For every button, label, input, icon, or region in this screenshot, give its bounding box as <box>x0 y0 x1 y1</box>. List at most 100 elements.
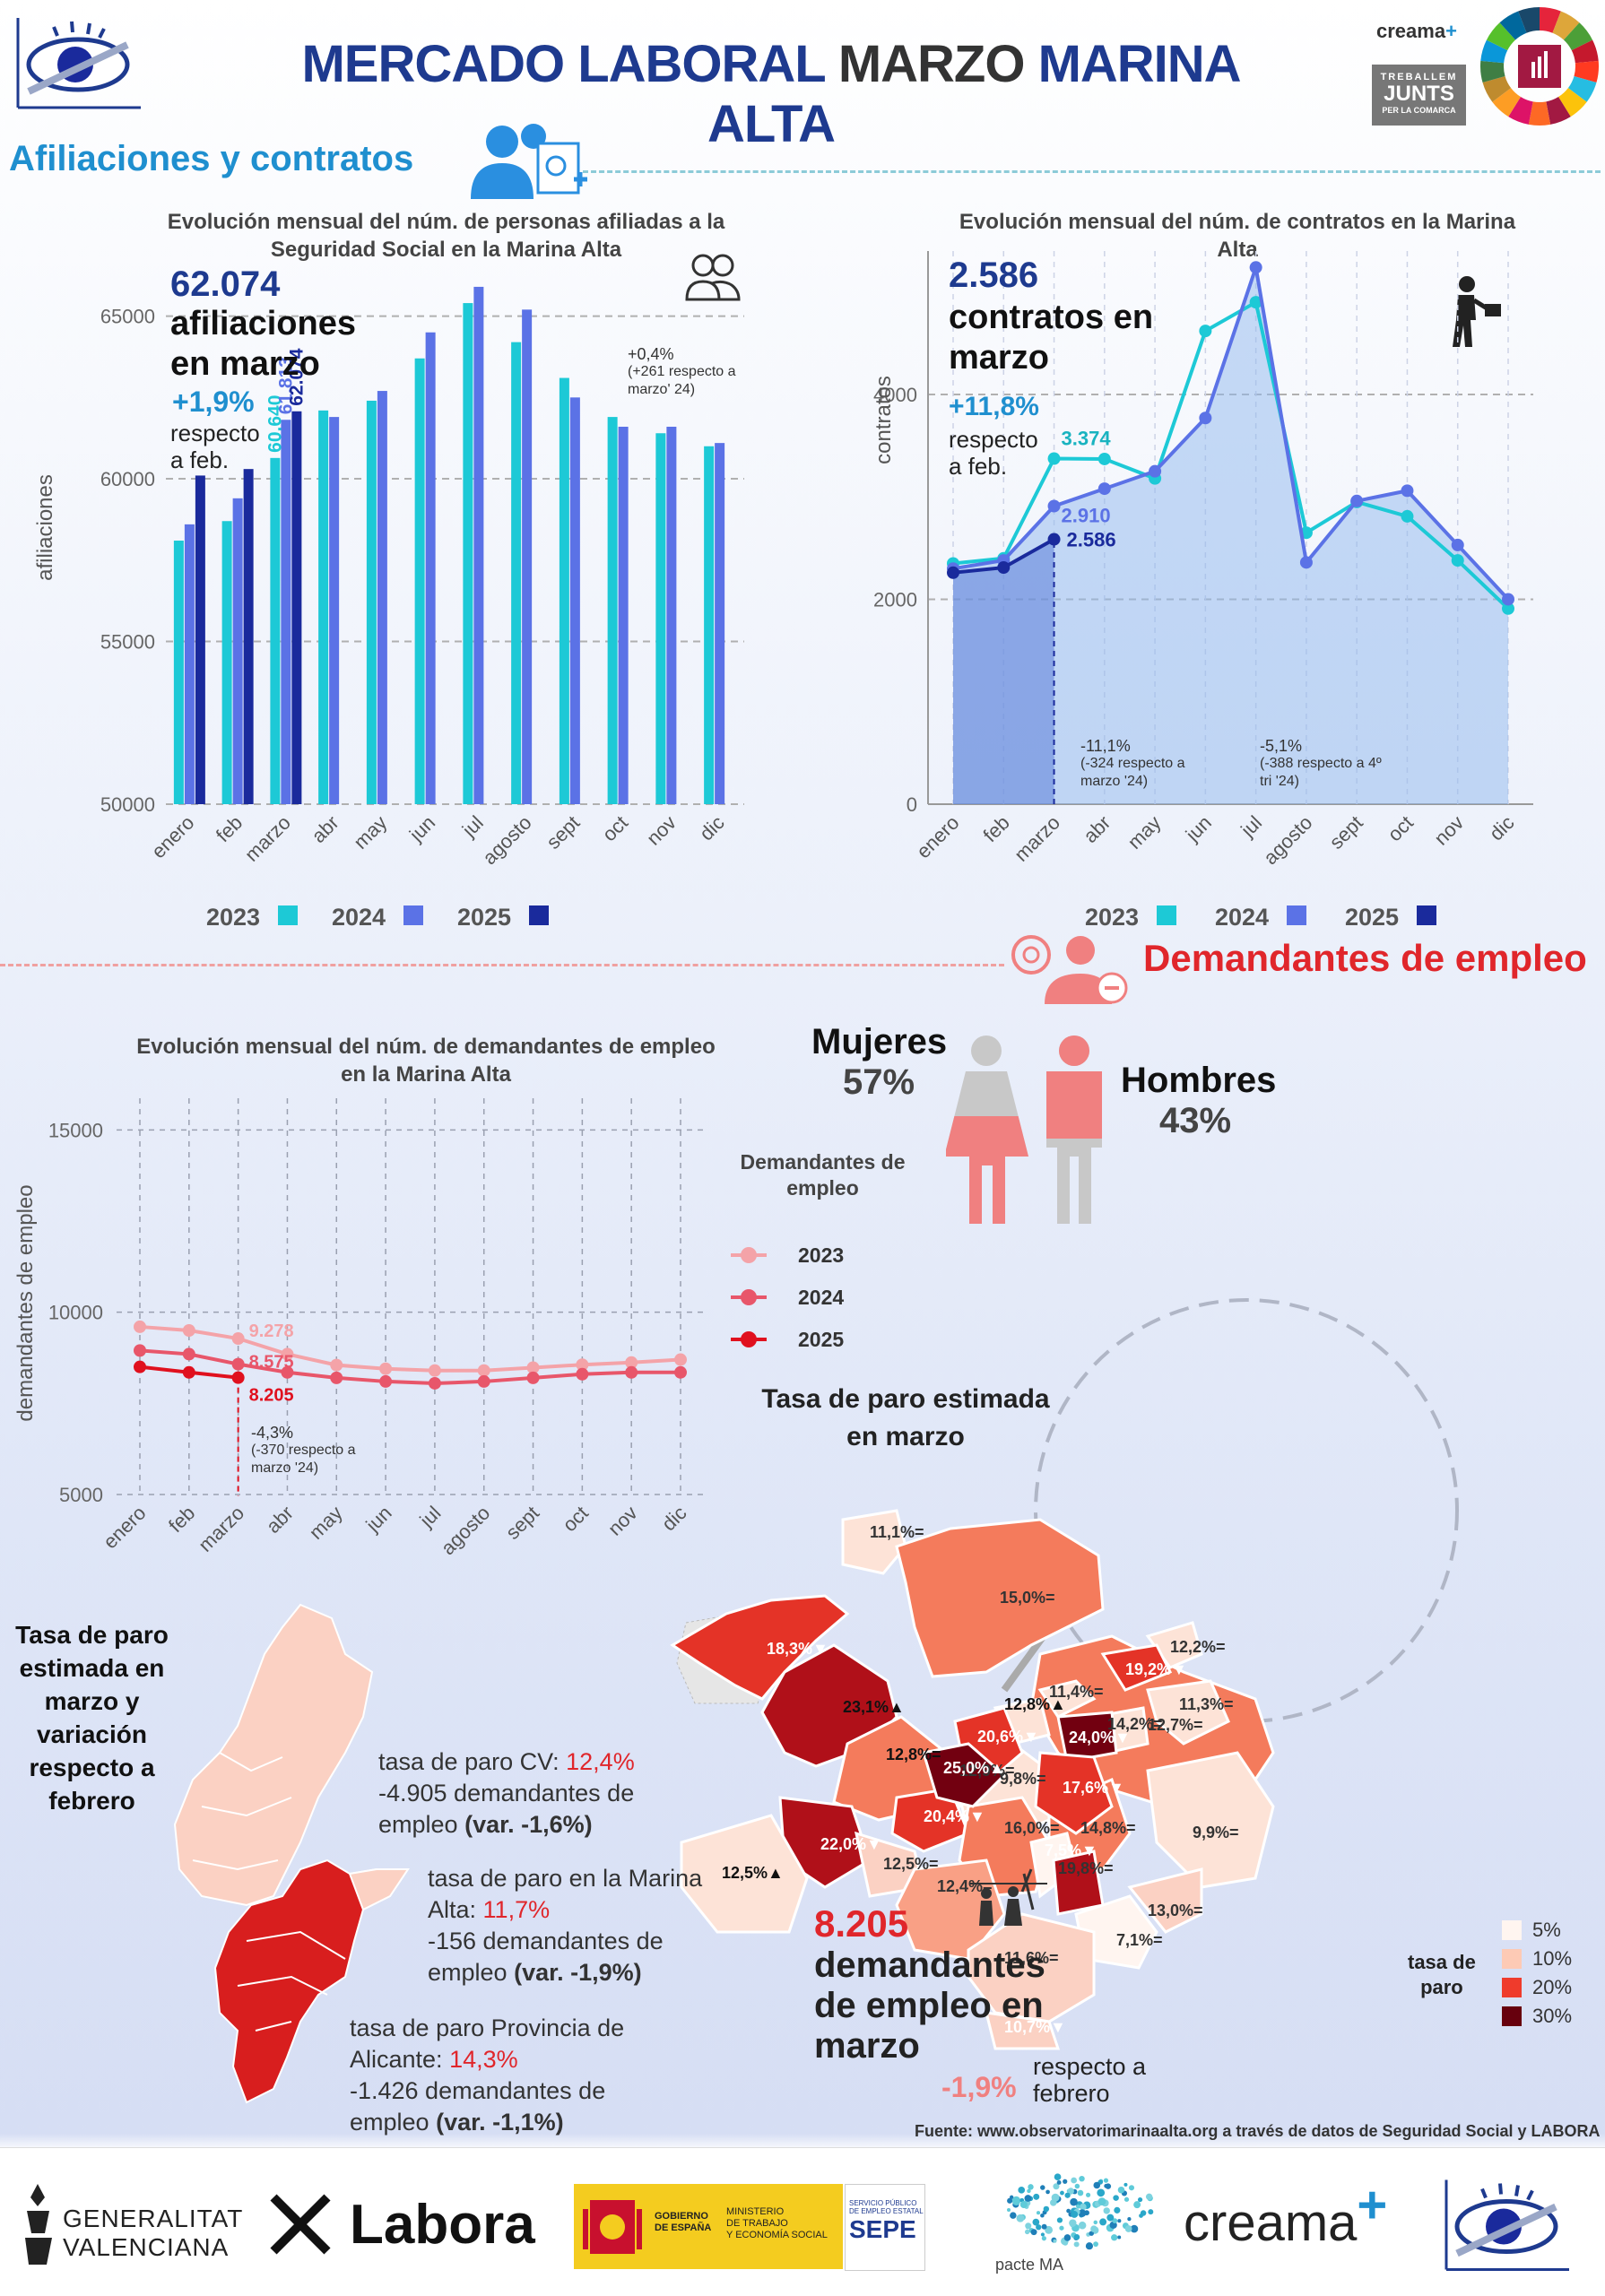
sdg-segment <box>1480 39 1508 64</box>
sdg-segment <box>1508 97 1533 125</box>
x-tick-label: jun <box>360 1502 395 1537</box>
pacte-dot <box>1064 2192 1071 2198</box>
pacte-dot <box>1103 2207 1110 2214</box>
afiliaciones-kpi-change-line2: a feb. <box>170 446 230 473</box>
y-axis-label: demandantes de empleo <box>13 1184 38 1421</box>
point-2024-feb <box>182 1347 195 1361</box>
total-demandantes-value: 8.205 <box>814 1902 909 1945</box>
contratos-kpi-change-line2: a feb. <box>949 453 1008 480</box>
pacte-dot <box>1093 2181 1101 2189</box>
municipality-25 <box>1146 1679 1230 1746</box>
legend-marker-2024 <box>741 1289 757 1305</box>
sdg-segment <box>1563 22 1593 51</box>
map-legend-item: 5% <box>1502 1916 1572 1945</box>
map-legend-label: 10% <box>1532 1947 1573 1970</box>
pacte-dot <box>1093 2220 1097 2225</box>
y-tick-label: 0 <box>907 793 917 816</box>
pacte-dot <box>1117 2219 1122 2223</box>
map-rate-label: 23,1%▲ <box>843 1698 905 1716</box>
point-2024-jun <box>379 1374 393 1388</box>
point-2024-nov <box>625 1365 638 1379</box>
legend-swatch-2023 <box>1157 905 1176 925</box>
pacte-dot <box>1043 2205 1050 2213</box>
municipality-29 <box>1056 1711 1118 1763</box>
map-rate-label: 19,8%= <box>1058 1859 1114 1877</box>
pacte-dot <box>1071 2210 1079 2218</box>
bar-2024-dic <box>715 443 725 804</box>
point-2023-nov <box>1451 554 1464 568</box>
section-divider-top <box>583 170 1601 173</box>
pacte-dot <box>1054 2173 1062 2181</box>
map-legend-label: 20% <box>1532 1976 1573 1998</box>
pacte-dot <box>1085 2242 1094 2250</box>
point-2025-enero <box>134 1360 146 1373</box>
point-2023-jul <box>428 1364 441 1377</box>
pacte-dot <box>1063 2179 1068 2184</box>
municipalities-map: 11,1%= 15,0%= 18,3%▼ 23,1%▲ 12,7%= 9,8%= 12,8%… <box>670 1298 1459 2050</box>
hombres-label: Hombres <box>1121 1061 1277 1100</box>
map-rate-label: 12,9%= <box>959 1762 1015 1780</box>
value-label-2024: 8.575 <box>249 1353 294 1373</box>
pacte-dot <box>1133 2201 1141 2209</box>
pacte-dot <box>1077 2189 1084 2196</box>
pacte-dot <box>1027 2188 1031 2194</box>
x-tick-label: feb <box>212 811 247 846</box>
x-tick-label: abr <box>262 1502 298 1538</box>
point-2025-enero <box>947 566 959 579</box>
x-tick-label: nov <box>1429 811 1468 850</box>
sdg-segment <box>1492 88 1521 117</box>
pacte-dot <box>1059 2225 1064 2231</box>
pacte-dot <box>1128 2185 1135 2191</box>
total-change-value: -1,9% <box>941 2071 1017 2103</box>
pacte-dot <box>1114 2206 1121 2214</box>
municipality-20 <box>967 1912 1096 2023</box>
gender-icons <box>944 1031 1116 1228</box>
footer: GENERALITAT VALENCIANA Labora GOBIERNO D… <box>0 2147 1605 2296</box>
map-legend-item: 10% <box>1502 1945 1572 1973</box>
point-2024-jul <box>1249 261 1262 274</box>
sdg-segment <box>1552 11 1580 40</box>
pacte-dot <box>1078 2209 1087 2217</box>
pacte-dot <box>1045 2225 1054 2234</box>
bar-2025-enero <box>195 475 205 804</box>
x-tick-label: may <box>349 811 391 853</box>
x-tick-label: feb <box>978 811 1013 846</box>
demandantes-note: -4,3% (-370 respecto a marzo '24) <box>251 1424 356 1476</box>
point-2024-agosto <box>1299 556 1313 569</box>
point-2024-dic <box>1502 593 1514 606</box>
map-rate-label: 12,5%= <box>883 1855 939 1873</box>
cv-panel-title: Tasa de paro estimada en marzo y variaci… <box>15 1621 169 1815</box>
bar-2024-nov <box>666 426 677 804</box>
y-axis-label: contratos <box>872 376 896 464</box>
sdg-bar <box>1544 51 1548 78</box>
municipality-11 <box>1146 1751 1275 1889</box>
pacte-dot <box>1028 2184 1034 2190</box>
x-tick-label: may <box>1124 811 1166 853</box>
point-2024-marzo <box>1047 499 1061 513</box>
point-2023-nov <box>625 1356 638 1369</box>
pacte-dot <box>1016 2214 1025 2222</box>
pacte-dot <box>1104 2183 1109 2188</box>
afiliaciones-kpi-value: 62.074 <box>170 264 281 304</box>
creama-small-logo: creama+ <box>1376 20 1457 42</box>
map-legend-swatch <box>1502 1920 1522 1940</box>
map-rate-label: 7,1%= <box>1116 1931 1163 1949</box>
point-2025-feb <box>997 561 1011 575</box>
point-2024-nov <box>1451 538 1464 551</box>
pacte-dot <box>1032 2218 1040 2226</box>
map-legend-swatch <box>1502 1949 1522 1969</box>
map-rate-label: 14,8%= <box>1080 1819 1136 1837</box>
x-tick-label: nov <box>642 811 681 850</box>
point-2023-feb <box>182 1324 195 1337</box>
pacte-dot <box>1089 2231 1094 2236</box>
bar-2025-marzo <box>291 411 302 804</box>
map-rate-label: 16,0%= <box>1004 1819 1060 1837</box>
pacte-dot <box>1041 2236 1046 2241</box>
bar-2024-jul <box>473 286 484 804</box>
creama-logo: creama+ <box>1184 2176 1388 2252</box>
pacte-dot <box>1036 2211 1041 2215</box>
point-2023-jun <box>379 1362 393 1375</box>
sdg-segment <box>1540 7 1561 33</box>
bar-2023-enero <box>173 541 184 804</box>
x-tick-label: sept <box>1325 811 1367 853</box>
